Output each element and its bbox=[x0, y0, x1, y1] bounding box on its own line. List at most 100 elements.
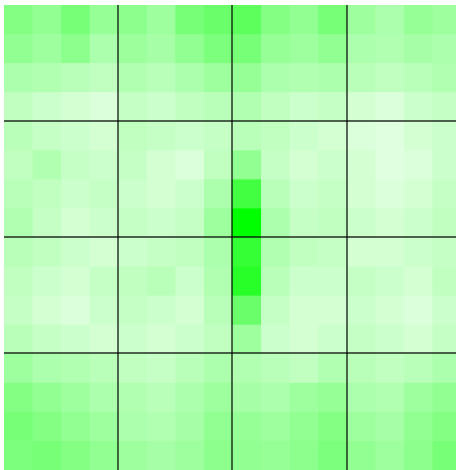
heat-cell bbox=[232, 179, 262, 209]
heat-cell bbox=[4, 34, 34, 64]
heat-cell bbox=[403, 121, 433, 151]
heat-cell bbox=[318, 179, 348, 209]
heat-cell bbox=[375, 266, 405, 297]
heat-cell bbox=[232, 295, 262, 326]
heat-cell bbox=[61, 63, 91, 93]
heat-cell bbox=[32, 34, 62, 64]
heat-cell bbox=[118, 63, 148, 93]
heat-cell bbox=[318, 295, 348, 326]
heat-cell bbox=[232, 92, 262, 122]
heat-cell bbox=[32, 324, 62, 355]
heat-cell bbox=[261, 295, 291, 326]
heat-cell bbox=[432, 179, 456, 209]
heat-cell bbox=[118, 411, 148, 442]
heat-cell bbox=[32, 295, 62, 326]
heat-cell bbox=[203, 411, 233, 442]
heat-cell bbox=[203, 179, 233, 209]
heat-cell bbox=[403, 295, 433, 326]
heat-cell bbox=[89, 92, 119, 122]
heat-cell bbox=[346, 411, 376, 442]
heat-cell bbox=[32, 353, 62, 384]
heat-cell bbox=[203, 121, 233, 151]
heat-cell bbox=[203, 63, 233, 93]
heat-cell bbox=[89, 34, 119, 64]
heat-cell bbox=[346, 440, 376, 470]
heat-cell bbox=[261, 208, 291, 238]
heat-cell bbox=[318, 121, 348, 151]
heat-cell bbox=[289, 266, 319, 297]
heat-cell bbox=[232, 121, 262, 151]
heat-cell bbox=[346, 266, 376, 297]
heat-cell bbox=[32, 411, 62, 442]
heat-cell bbox=[375, 411, 405, 442]
heat-cell bbox=[118, 440, 148, 470]
heat-cell bbox=[289, 63, 319, 93]
heat-cell bbox=[375, 5, 405, 35]
heat-cell bbox=[432, 411, 456, 442]
heat-cell bbox=[89, 411, 119, 442]
heat-cell bbox=[346, 237, 376, 268]
heat-cell bbox=[175, 382, 205, 413]
heat-cell bbox=[175, 5, 205, 35]
heat-cell bbox=[289, 324, 319, 355]
heat-cell bbox=[432, 295, 456, 326]
heat-cell bbox=[61, 5, 91, 35]
heat-cell bbox=[146, 208, 176, 238]
heat-cell bbox=[232, 324, 262, 355]
heat-cell bbox=[203, 150, 233, 180]
heat-cell bbox=[175, 440, 205, 470]
heat-cell bbox=[175, 324, 205, 355]
heat-cell bbox=[4, 5, 34, 35]
heat-cell bbox=[289, 237, 319, 268]
heat-cell bbox=[318, 353, 348, 384]
heat-cell bbox=[61, 295, 91, 326]
heat-cell bbox=[32, 150, 62, 180]
heat-cell bbox=[375, 353, 405, 384]
heat-cell bbox=[432, 353, 456, 384]
heat-cell bbox=[146, 237, 176, 268]
heat-cell bbox=[403, 440, 433, 470]
heat-cell bbox=[261, 382, 291, 413]
heat-cell bbox=[61, 121, 91, 151]
heat-cell bbox=[403, 208, 433, 238]
heat-cell bbox=[89, 382, 119, 413]
heat-cell bbox=[146, 63, 176, 93]
heat-cell bbox=[61, 92, 91, 122]
heat-cell bbox=[346, 179, 376, 209]
heat-cell bbox=[261, 237, 291, 268]
heat-cell bbox=[89, 208, 119, 238]
heat-cell bbox=[318, 150, 348, 180]
heat-cell bbox=[232, 208, 262, 238]
heat-cell bbox=[61, 440, 91, 470]
heat-cell bbox=[175, 266, 205, 297]
heat-cell bbox=[146, 5, 176, 35]
heat-cell bbox=[375, 237, 405, 268]
heat-cell bbox=[232, 266, 262, 297]
heat-cell bbox=[118, 208, 148, 238]
heat-cell bbox=[4, 121, 34, 151]
heat-cell bbox=[61, 208, 91, 238]
heat-cell bbox=[175, 63, 205, 93]
heat-cell bbox=[432, 266, 456, 297]
heat-cell bbox=[89, 353, 119, 384]
heat-cell bbox=[89, 324, 119, 355]
heat-cell bbox=[375, 150, 405, 180]
heat-cell bbox=[403, 150, 433, 180]
heat-cell bbox=[89, 121, 119, 151]
heat-cell bbox=[346, 208, 376, 238]
heat-cell bbox=[4, 208, 34, 238]
heat-cell bbox=[432, 382, 456, 413]
heat-cell bbox=[403, 353, 433, 384]
heat-cell bbox=[118, 179, 148, 209]
heat-cell bbox=[203, 382, 233, 413]
heat-cell bbox=[232, 237, 262, 268]
heat-cell bbox=[118, 353, 148, 384]
heat-cell bbox=[432, 237, 456, 268]
heat-cell bbox=[403, 324, 433, 355]
heat-cell bbox=[203, 324, 233, 355]
heat-cell bbox=[432, 440, 456, 470]
heat-cell bbox=[432, 5, 456, 35]
heat-cell bbox=[403, 5, 433, 35]
heat-cell bbox=[146, 121, 176, 151]
heat-cell bbox=[146, 353, 176, 384]
